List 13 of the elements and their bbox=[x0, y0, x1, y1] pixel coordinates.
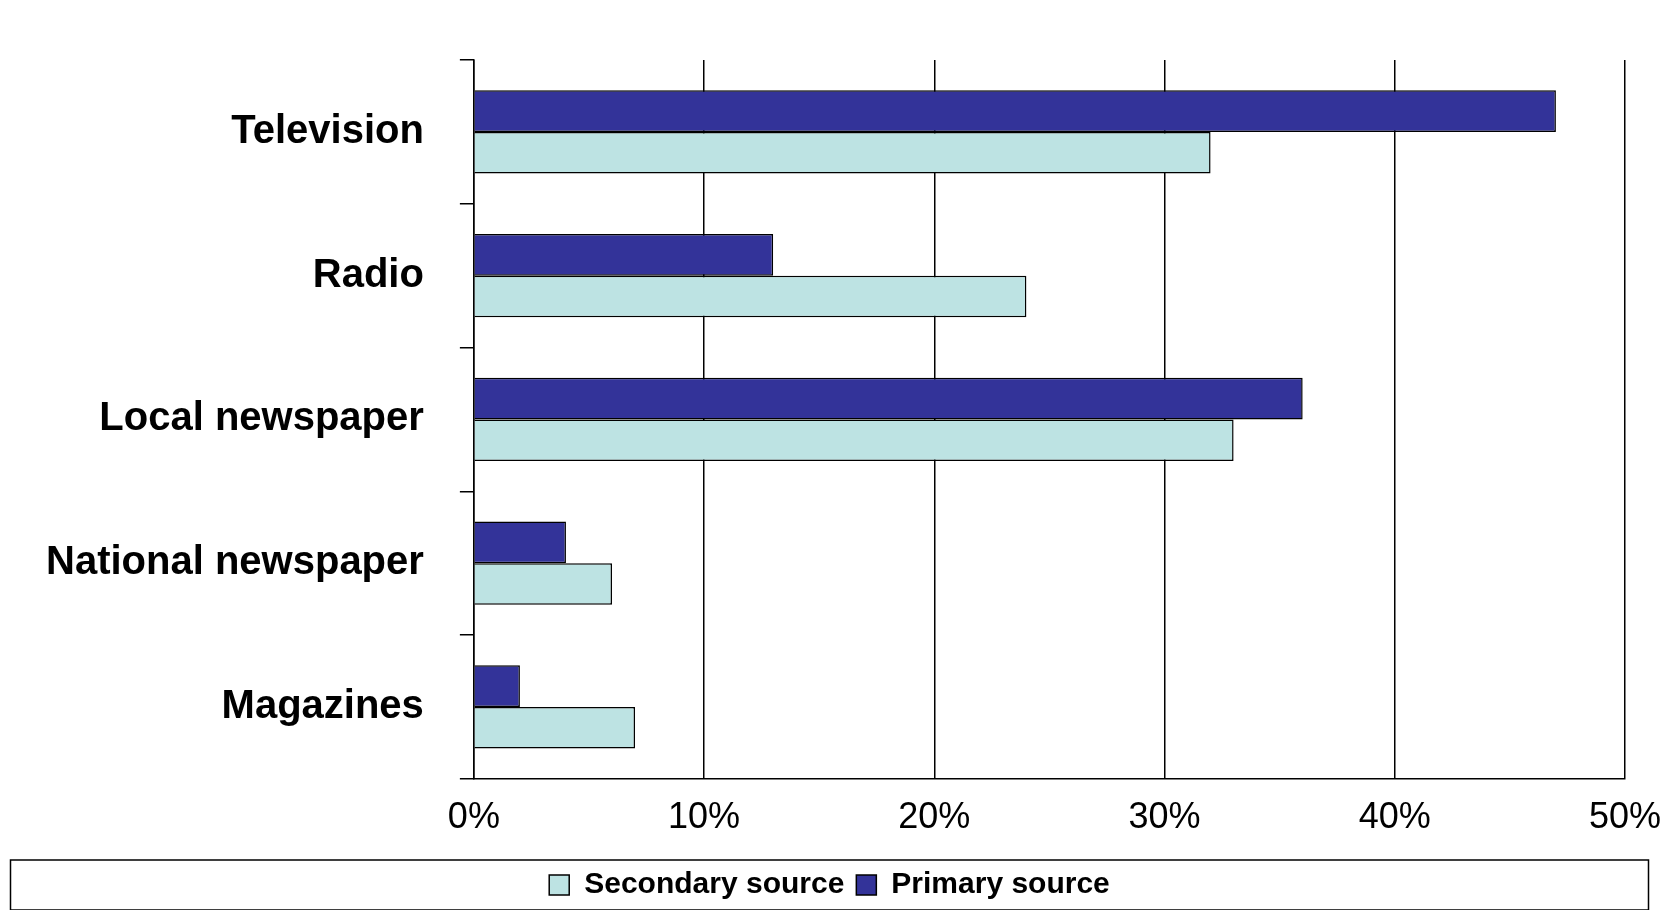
x-tick-label: 30% bbox=[1128, 795, 1201, 837]
x-tick-label: 50% bbox=[1588, 795, 1661, 837]
y-tick-label: National newspaper bbox=[46, 538, 424, 583]
y-tick-label: Magazines bbox=[221, 681, 424, 726]
x-tick-label: 40% bbox=[1358, 795, 1431, 837]
legend-label: Primary source bbox=[891, 866, 1110, 900]
x-tick-label: 20% bbox=[898, 795, 971, 837]
y-tick-label: Radio bbox=[312, 250, 424, 295]
y-tick-label: Local newspaper bbox=[99, 394, 424, 439]
y-tick-label: Television bbox=[231, 106, 424, 151]
x-tick-label: 10% bbox=[668, 795, 741, 837]
legend-label: Secondary source bbox=[584, 866, 845, 900]
x-tick-label: 0% bbox=[447, 795, 500, 837]
